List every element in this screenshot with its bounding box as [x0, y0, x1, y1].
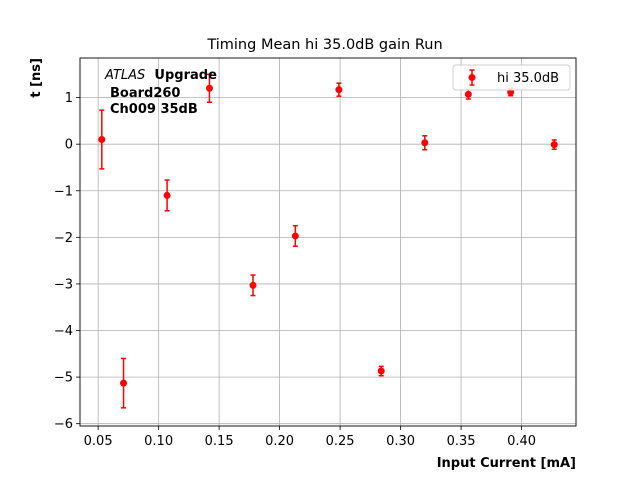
legend-label: hi 35.0dB [497, 71, 559, 86]
y-tick-label: −3 [54, 277, 73, 292]
x-tick-label: 0.40 [507, 434, 536, 449]
x-tick-label: 0.20 [265, 434, 294, 449]
y-tick-label: 0 [65, 138, 73, 153]
annotation-channel: Ch009 35dB [110, 102, 198, 117]
data-point [120, 379, 128, 387]
chart-title: Timing Mean hi 35.0dB gain Run [206, 37, 442, 53]
data-point [464, 90, 472, 98]
data-point [421, 139, 429, 147]
plot-frame [79, 57, 577, 427]
x-tick-label: 0.15 [205, 434, 234, 449]
y-tick-label: −4 [54, 324, 73, 339]
data-point [335, 86, 343, 94]
x-axis-ticks: 0.05 0.10 0.15 0.20 0.25 0.30 0.35 0.40 [84, 426, 536, 449]
data-point [377, 367, 385, 375]
x-tick-label: 0.35 [447, 434, 476, 449]
y-tick-label: −1 [54, 184, 73, 199]
data-point [98, 136, 106, 144]
annotation-upgrade: Upgrade [154, 68, 217, 83]
annotation-atlas: ATLAS [104, 68, 145, 83]
data-point [205, 84, 213, 92]
legend: hi 35.0dB [452, 64, 571, 91]
data-point [249, 281, 257, 289]
y-tick-label: −2 [54, 231, 73, 246]
y-axis-label: t [ns] [29, 58, 44, 98]
atlas-annotation: ATLAS Upgrade Board260 Ch009 35dB [104, 68, 217, 117]
data-point [550, 141, 558, 149]
y-tick-label: −5 [54, 371, 73, 386]
x-tick-label: 0.30 [386, 434, 415, 449]
data-point [163, 191, 171, 199]
legend-marker [468, 74, 476, 81]
annotation-board: Board260 [110, 86, 180, 101]
x-axis-label: Input Current [mA] [437, 456, 576, 471]
x-tick-label: 0.10 [144, 434, 173, 449]
legend-box [452, 64, 571, 91]
y-tick-label: 1 [65, 91, 73, 106]
x-tick-label: 0.05 [84, 434, 113, 449]
y-tick-label: −6 [54, 417, 73, 432]
svg-text:ATLAS Upgrade: ATLAS Upgrade [104, 68, 217, 83]
x-tick-label: 0.25 [326, 434, 355, 449]
data-point [291, 232, 299, 240]
data-series [98, 73, 558, 409]
y-axis-ticks: 1 0 −1 −2 −3 −4 −5 −6 [54, 91, 80, 432]
grid [80, 58, 576, 426]
